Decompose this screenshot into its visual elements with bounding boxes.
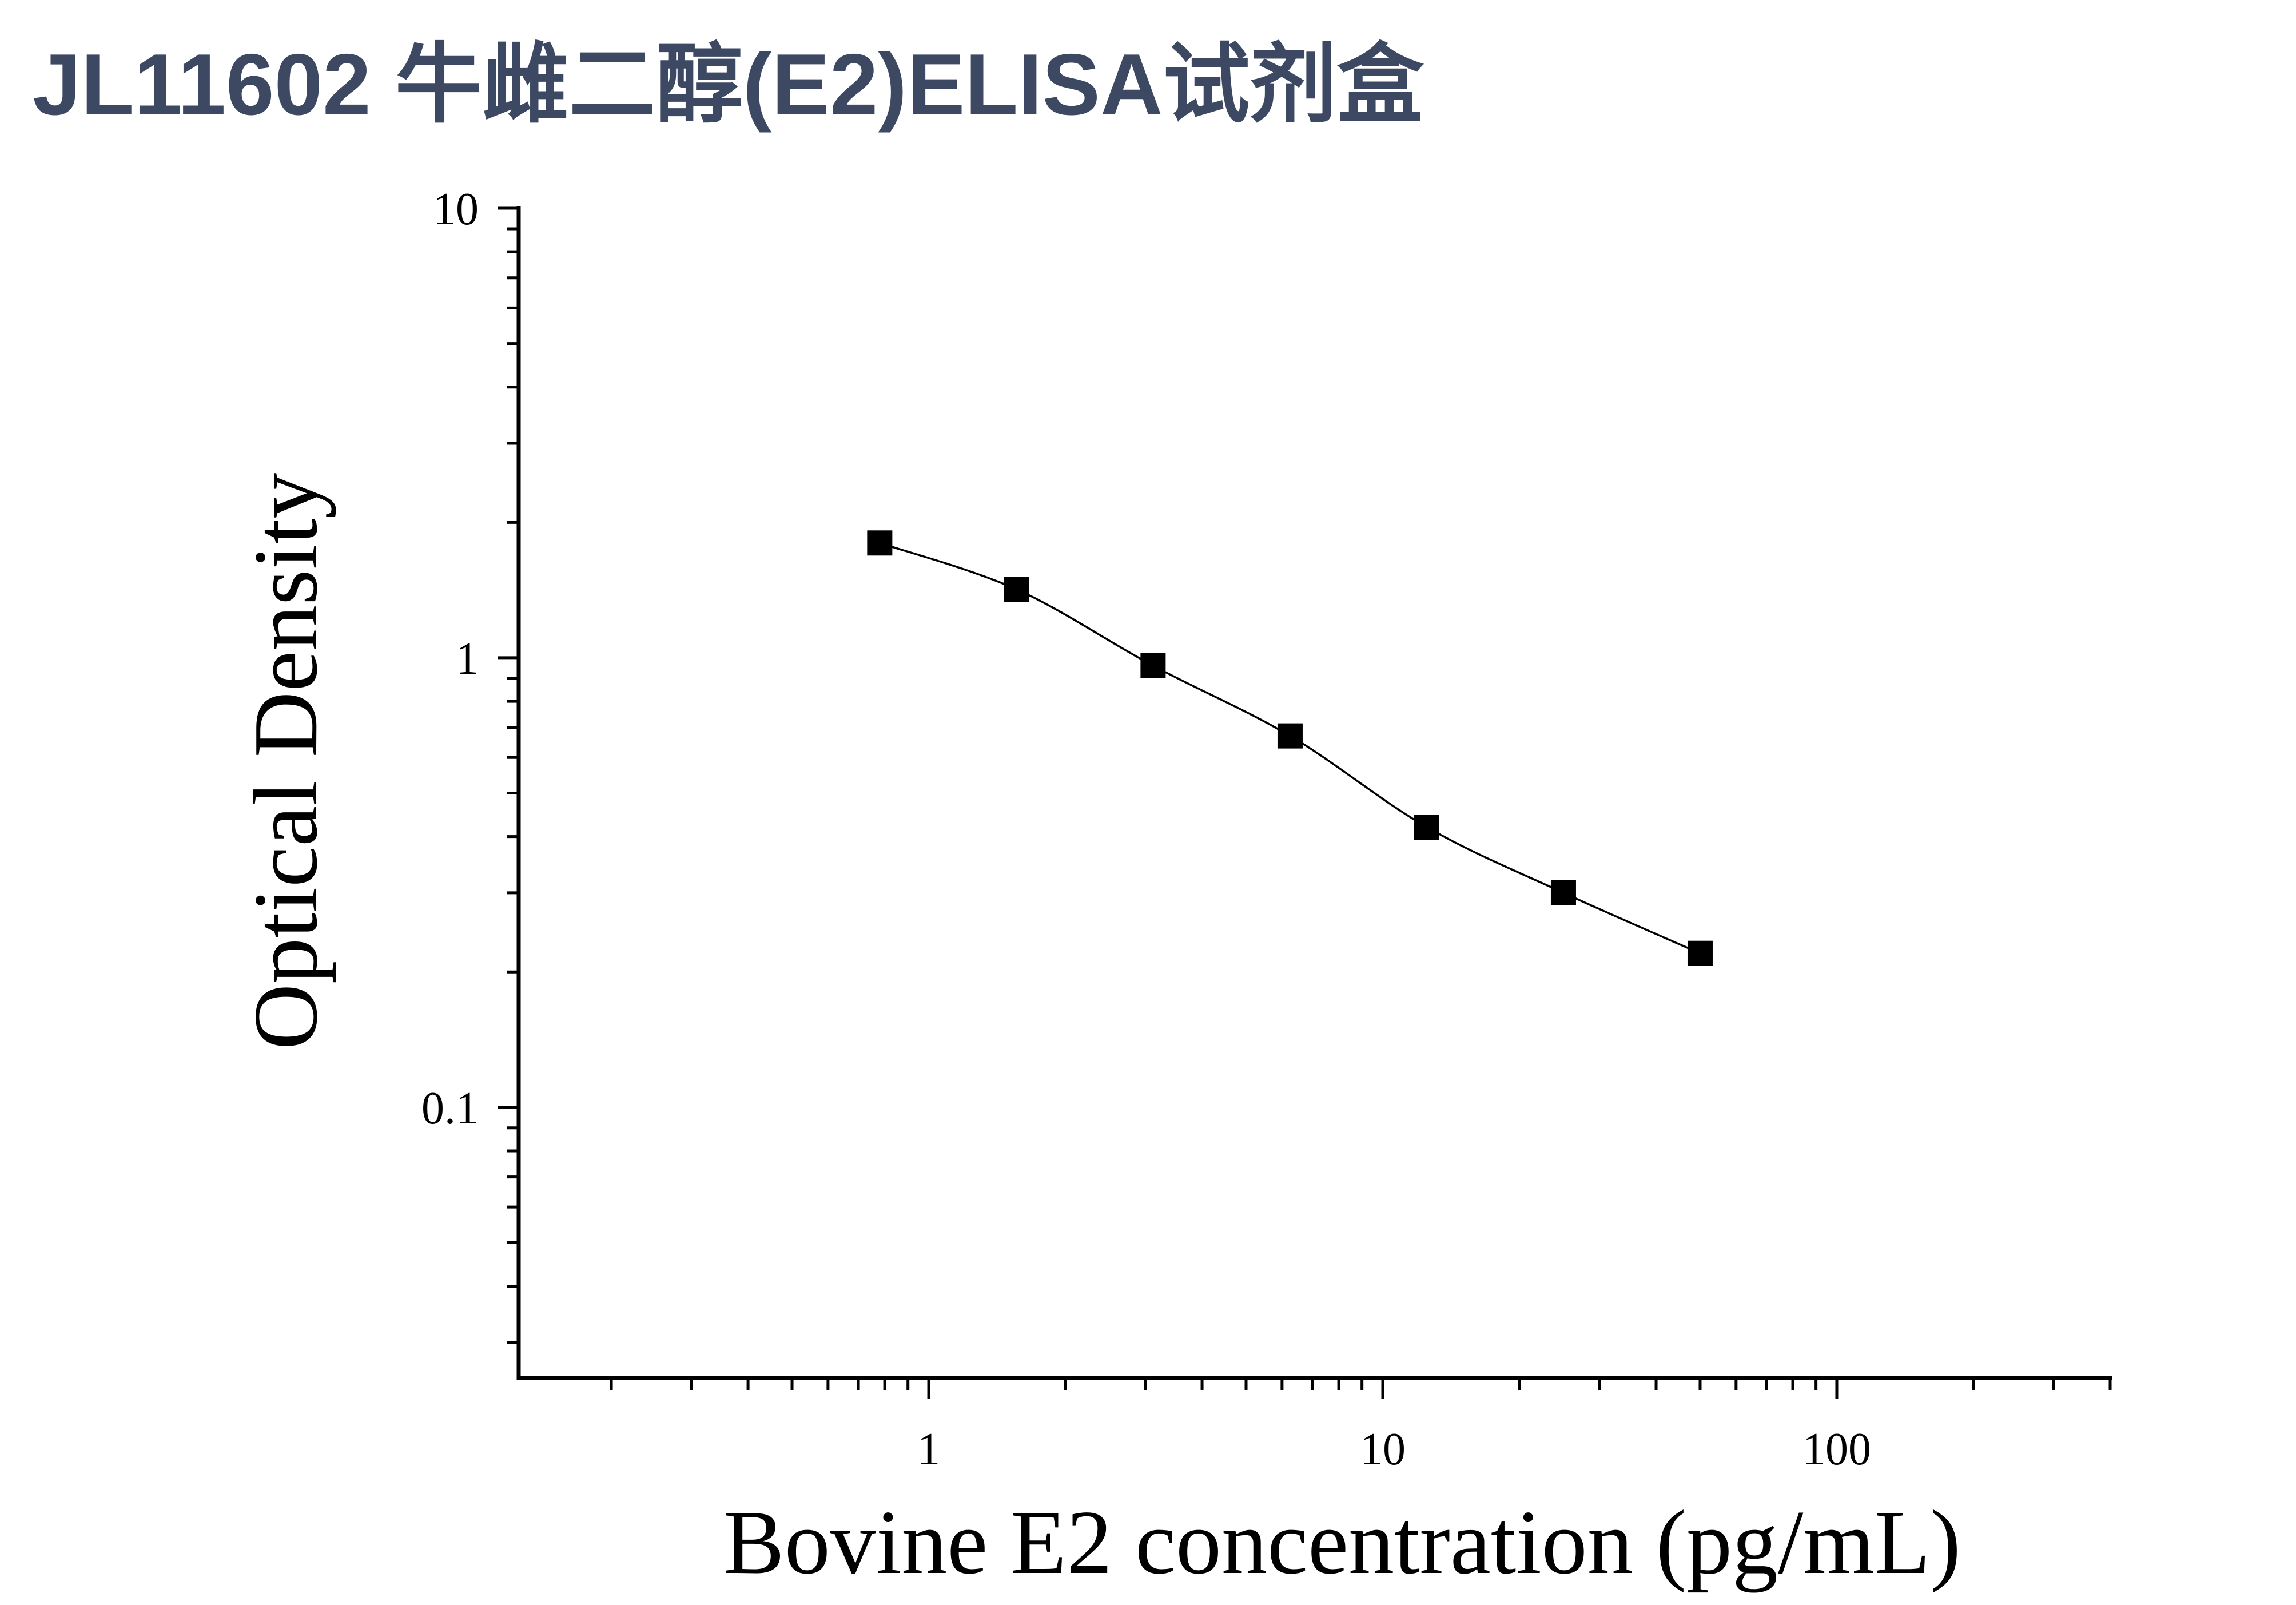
plot-area: 0.1 1 10 1 10 100 bbox=[421, 184, 2112, 1475]
data-point bbox=[1004, 577, 1029, 602]
y-axis-tick-labels: 0.1 1 10 bbox=[421, 184, 479, 1134]
x-axis-tick-labels: 1 10 100 bbox=[917, 1424, 1871, 1475]
x-axis-ticks bbox=[610, 1378, 2112, 1399]
data-point bbox=[1414, 815, 1439, 840]
data-points bbox=[867, 530, 1713, 966]
data-point bbox=[1550, 880, 1576, 905]
data-point bbox=[1277, 723, 1303, 749]
data-point bbox=[1140, 653, 1166, 678]
x-tick-label: 1 bbox=[917, 1424, 940, 1475]
y-tick-label: 0.1 bbox=[421, 1083, 479, 1134]
x-axis-label: Bovine E2 concentration (pg/mL) bbox=[723, 1491, 1961, 1593]
chart-title: JL11602 牛雌二醇(E2)ELISA试剂盒 bbox=[33, 36, 1424, 133]
data-point bbox=[1687, 940, 1713, 966]
y-axis-label: Optical Density bbox=[234, 473, 336, 1050]
x-tick-label: 10 bbox=[1360, 1424, 1406, 1475]
y-tick-label: 10 bbox=[433, 184, 479, 235]
data-point bbox=[867, 530, 893, 556]
x-tick-label: 100 bbox=[1802, 1424, 1871, 1475]
y-tick-label: 1 bbox=[456, 634, 479, 684]
y-axis-ticks bbox=[498, 206, 519, 1344]
